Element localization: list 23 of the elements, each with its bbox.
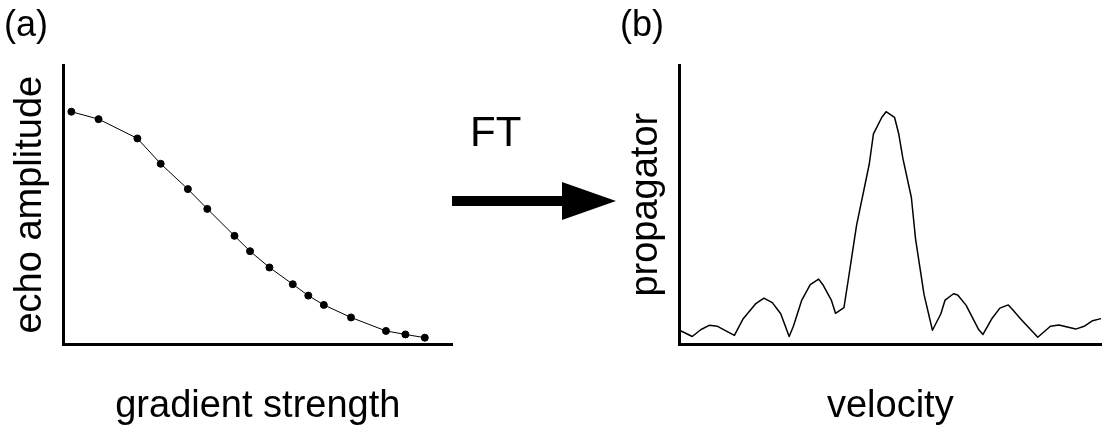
x-axis-title: gradient strength xyxy=(115,382,401,425)
point xyxy=(381,326,390,335)
point xyxy=(94,115,103,124)
point xyxy=(183,185,192,194)
point xyxy=(246,247,255,256)
point xyxy=(304,291,313,300)
chart-title: (b) xyxy=(620,2,664,44)
y-axis-title: propagator xyxy=(623,112,666,297)
y-axis-title: echo amplitude xyxy=(7,75,50,334)
point xyxy=(133,134,142,143)
point xyxy=(203,204,212,213)
point xyxy=(67,107,76,116)
text: FT xyxy=(470,108,522,156)
point xyxy=(347,313,356,322)
point xyxy=(420,333,429,342)
point xyxy=(401,330,410,339)
point xyxy=(230,231,239,240)
x-axis-title: velocity xyxy=(826,382,954,425)
chart-title: (a) xyxy=(4,2,48,44)
point xyxy=(265,263,274,272)
point xyxy=(156,159,165,168)
point xyxy=(288,280,297,289)
point xyxy=(319,300,328,309)
